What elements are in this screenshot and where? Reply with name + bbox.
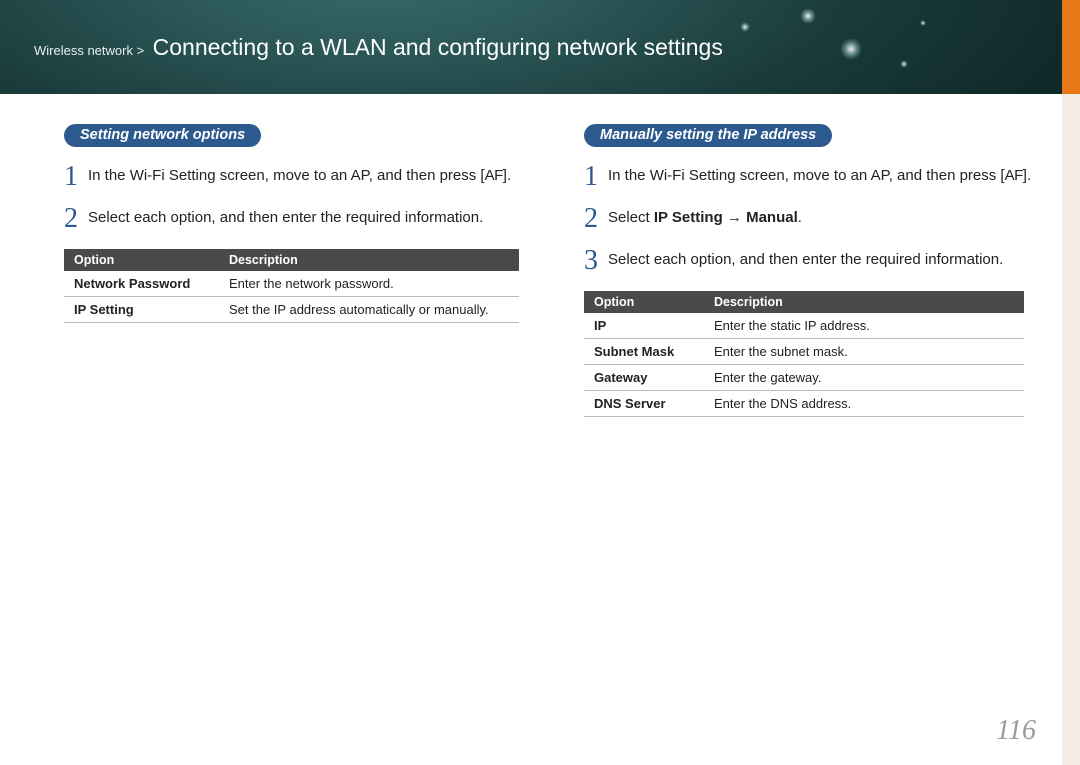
table-header: Description [704, 291, 1024, 313]
section-pill: Manually setting the IP address [584, 124, 832, 147]
step-text: Select each option, and then enter the r… [608, 249, 1003, 271]
page-header: Wireless network > Connecting to a WLAN … [0, 0, 1080, 94]
step: 2 Select each option, and then enter the… [64, 207, 524, 233]
table-cell-option: Gateway [584, 365, 704, 391]
breadcrumb: Wireless network > Connecting to a WLAN … [34, 34, 723, 61]
page-number: 116 [996, 715, 1036, 747]
side-tab-inactive [1062, 94, 1080, 765]
table-header-row: Option Description [64, 249, 519, 271]
breadcrumb-section: Wireless network > [34, 43, 144, 58]
table-header: Option [64, 249, 219, 271]
step-number: 1 [64, 163, 88, 191]
step-number: 2 [584, 205, 608, 233]
step-text: Select each option, and then enter the r… [88, 207, 483, 229]
table-header: Description [219, 249, 519, 271]
options-table: Option Description Network Password Ente… [64, 249, 519, 323]
table-cell-option: DNS Server [584, 391, 704, 417]
step-text: In the Wi-Fi Setting screen, move to an … [608, 165, 1031, 187]
table-cell-desc: Set the IP address automatically or manu… [219, 297, 519, 323]
table-cell-desc: Enter the subnet mask. [704, 339, 1024, 365]
table-row: IP Setting Set the IP address automatica… [64, 297, 519, 323]
table-cell-desc: Enter the gateway. [704, 365, 1024, 391]
step: 1 In the Wi-Fi Setting screen, move to a… [64, 165, 524, 191]
step: 3 Select each option, and then enter the… [584, 249, 1044, 275]
table-cell-option: Network Password [64, 271, 219, 297]
table-row: DNS Server Enter the DNS address. [584, 391, 1024, 417]
decoration-sparkle [800, 8, 816, 24]
table-cell-option: Subnet Mask [584, 339, 704, 365]
table-cell-desc: Enter the static IP address. [704, 313, 1024, 339]
column-right: Manually setting the IP address 1 In the… [584, 124, 1044, 417]
decoration-sparkle [740, 22, 750, 32]
table-header: Option [584, 291, 704, 313]
step: 1 In the Wi-Fi Setting screen, move to a… [584, 165, 1044, 191]
decoration-sparkle [920, 20, 926, 26]
table-row: Network Password Enter the network passw… [64, 271, 519, 297]
breadcrumb-title: Connecting to a WLAN and configuring net… [153, 34, 723, 60]
table-header-row: Option Description [584, 291, 1024, 313]
section-pill: Setting network options [64, 124, 261, 147]
step-number: 1 [584, 163, 608, 191]
side-tab-active [1062, 0, 1080, 94]
step-number: 3 [584, 247, 608, 275]
decoration-sparkle [900, 60, 908, 68]
table-cell-desc: Enter the DNS address. [704, 391, 1024, 417]
table-row: Subnet Mask Enter the subnet mask. [584, 339, 1024, 365]
table-cell-desc: Enter the network password. [219, 271, 519, 297]
decoration-sparkle [840, 38, 862, 60]
step: 2 Select IP Setting → Manual. [584, 207, 1044, 233]
side-tab-bar [1062, 0, 1080, 765]
step-text: Select IP Setting → Manual. [608, 207, 802, 229]
column-left: Setting network options 1 In the Wi-Fi S… [64, 124, 524, 417]
table-row: IP Enter the static IP address. [584, 313, 1024, 339]
step-text: In the Wi-Fi Setting screen, move to an … [88, 165, 511, 187]
step-number: 2 [64, 205, 88, 233]
options-table: Option Description IP Enter the static I… [584, 291, 1024, 417]
table-cell-option: IP Setting [64, 297, 219, 323]
content-region: Setting network options 1 In the Wi-Fi S… [0, 94, 1080, 417]
table-row: Gateway Enter the gateway. [584, 365, 1024, 391]
table-cell-option: IP [584, 313, 704, 339]
